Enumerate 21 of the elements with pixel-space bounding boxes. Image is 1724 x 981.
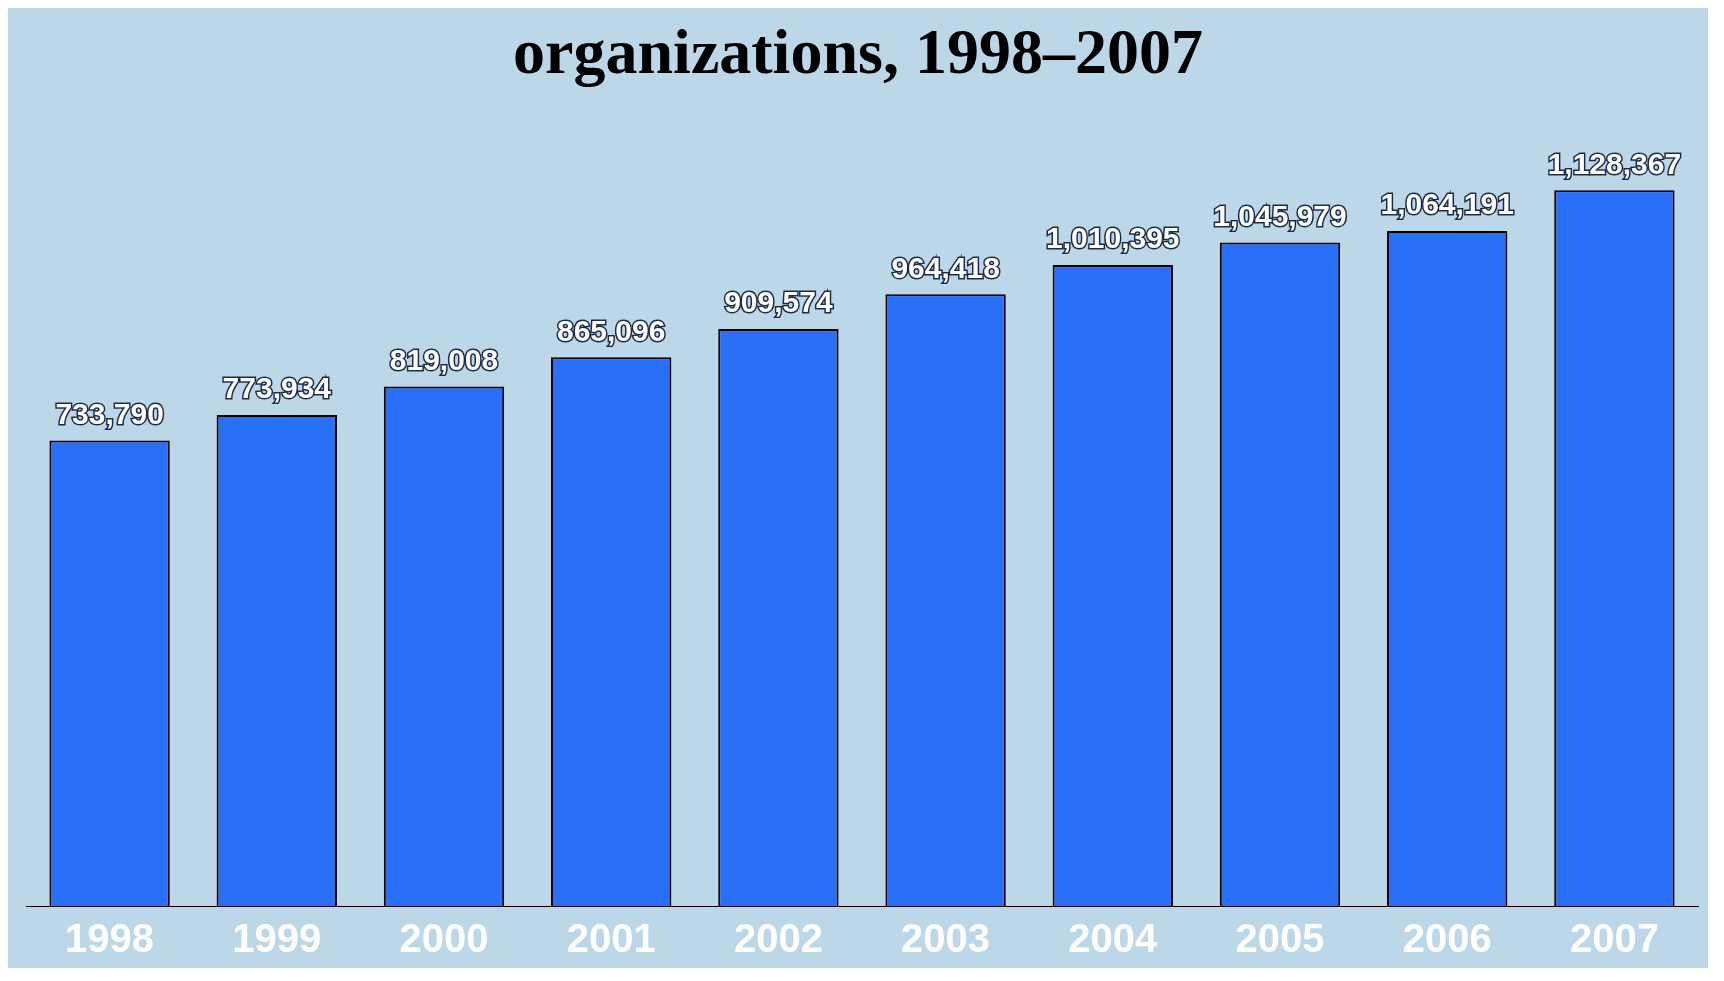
data-label: 964,418 bbox=[891, 250, 1000, 284]
x-tick-label: 2004 bbox=[1068, 916, 1159, 961]
data-label: 909,574 bbox=[724, 285, 833, 319]
x-tick-label: 2002 bbox=[733, 916, 823, 961]
data-label: 1,128,367 bbox=[1547, 146, 1682, 180]
x-tick-label: 1999 bbox=[232, 916, 322, 961]
x-tick-label: 2005 bbox=[1235, 916, 1325, 961]
data-label: 733,790 bbox=[55, 396, 164, 430]
x-tick-label: 2000 bbox=[399, 916, 489, 961]
x-tick-label: 2006 bbox=[1402, 916, 1492, 961]
x-tick-label: 2001 bbox=[566, 916, 656, 961]
data-label: 819,008 bbox=[389, 342, 499, 376]
data-label: 865,096 bbox=[556, 313, 666, 347]
chart-title: organizations, 1998–2007 bbox=[513, 15, 1203, 87]
x-tick-label: 2003 bbox=[901, 916, 991, 961]
x-tick-label: 1998 bbox=[65, 916, 155, 961]
x-tick-label: 2007 bbox=[1569, 916, 1659, 961]
data-label: 1,064,191 bbox=[1380, 187, 1514, 221]
data-label: 1,045,979 bbox=[1213, 198, 1347, 232]
data-label: 1,010,395 bbox=[1046, 221, 1180, 255]
data-label: 773,934 bbox=[222, 371, 332, 405]
